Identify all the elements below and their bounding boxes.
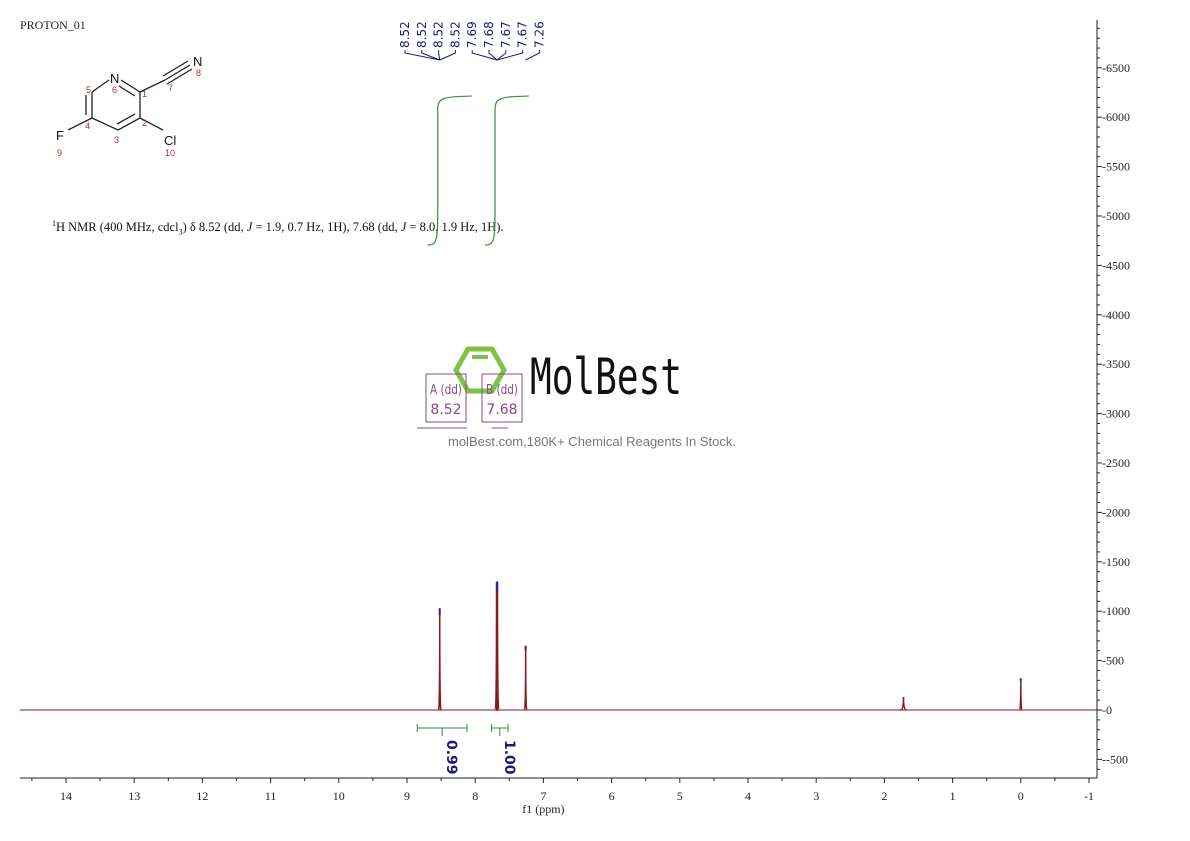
y-tick-label: -3000 — [1102, 407, 1130, 421]
spectrum-peak — [1018, 678, 1023, 711]
peak-label: 8.52 — [448, 21, 462, 48]
y-tick-label: -500 — [1102, 654, 1124, 668]
spectrum-peak — [437, 608, 442, 711]
molbest-logo-icon — [453, 346, 507, 394]
peak-label: 7.69 — [465, 21, 479, 48]
peak-label-connector — [471, 50, 498, 61]
spectrum-title: PROTON_01 — [20, 18, 86, 32]
x-tick-label: 0 — [1018, 789, 1024, 803]
integral-curve — [427, 95, 472, 246]
y-tick-label: -6500 — [1102, 61, 1130, 75]
peak-label: 7.68 — [482, 21, 496, 48]
x-tick-label: 2 — [881, 789, 887, 803]
y-tick-label: -3500 — [1102, 357, 1130, 371]
x-tick-label: 8 — [472, 789, 478, 803]
atom-cl: Cl — [164, 133, 176, 148]
peak-label-connector — [525, 50, 540, 61]
peak-label-connector — [404, 50, 440, 61]
x-tick-label: 10 — [333, 789, 345, 803]
y-tick-label: -4500 — [1102, 258, 1130, 272]
atom-number: 9 — [57, 148, 62, 158]
x-tick-label: 4 — [745, 789, 751, 803]
peak-label-connector — [496, 50, 524, 61]
integral-value: 1.00 — [501, 740, 517, 775]
nmr-description: 1H NMR (400 MHz, cdcl3) δ 8.52 (dd, J = … — [52, 219, 504, 237]
atom-number: 5 — [86, 85, 91, 95]
x-tick-label: 3 — [813, 789, 819, 803]
peak-label: 8.52 — [415, 21, 429, 48]
atom-n-ring: N — [110, 71, 119, 86]
y-tick-label: -4000 — [1102, 308, 1130, 322]
peak-label: 8.52 — [432, 21, 446, 48]
x-tick-label: -1 — [1084, 789, 1094, 803]
x-tick-label: 12 — [196, 789, 208, 803]
multiplet-box — [425, 373, 467, 423]
peak-label: 7.26 — [532, 21, 546, 48]
atom-number: 4 — [85, 121, 90, 131]
spectrum-peak — [494, 581, 500, 712]
peak-label-connector — [438, 50, 441, 61]
multiplet-shift: 8.52 — [430, 402, 461, 418]
atom-number: 7 — [168, 83, 173, 93]
y-tick-label: -1500 — [1102, 555, 1130, 569]
multiplet-label: B (dd) — [486, 383, 518, 398]
peak-label: 8.52 — [398, 21, 412, 48]
integral-curve — [485, 95, 530, 246]
multiplet-box — [481, 373, 523, 423]
y-tick-label: -0 — [1102, 703, 1112, 717]
x-tick-label: 11 — [265, 789, 277, 803]
x-tick-label: 9 — [404, 789, 410, 803]
x-tick-label: 13 — [128, 789, 140, 803]
y-tick-label: -5500 — [1102, 160, 1130, 174]
atom-number: 1 — [142, 89, 147, 99]
watermark-tagline: molBest.com,180K+ Chemical Reagents In S… — [448, 434, 736, 449]
y-tick-label: -2000 — [1102, 505, 1130, 519]
y-tick-label: -5000 — [1102, 209, 1130, 223]
atom-number: 6 — [112, 85, 117, 95]
multiplet-label: A (dd) — [430, 383, 462, 398]
integral-value: 0.99 — [443, 740, 459, 775]
peak-label-connector — [496, 50, 507, 61]
x-axis-label: f1 (ppm) — [522, 802, 564, 816]
atom-number: 8 — [196, 68, 201, 78]
watermark-brand: MolBest — [530, 348, 682, 406]
atom-n-nitrile: N — [193, 54, 202, 69]
spectrum-peak — [523, 645, 528, 711]
y-tick-label: --500 — [1102, 752, 1128, 766]
molecule-structure — [67, 60, 193, 131]
peak-label-connector — [488, 50, 498, 61]
multiplet-shift: 7.68 — [486, 402, 517, 418]
spectrum-peak — [900, 697, 907, 711]
peak-label-connector — [421, 50, 440, 61]
atom-number: 10 — [165, 148, 175, 158]
x-tick-label: 5 — [677, 789, 683, 803]
molbest-watermark: MolBest molBest.com,180K+ Chemical Reage… — [448, 346, 736, 449]
y-tick-label: -2500 — [1102, 456, 1130, 470]
x-tick-label: 14 — [60, 789, 72, 803]
peak-label: 7.67 — [516, 21, 530, 48]
x-tick-label: 6 — [609, 789, 615, 803]
peak-label-connector — [439, 50, 456, 61]
atom-number: 3 — [114, 135, 119, 145]
y-tick-label: -6000 — [1102, 110, 1130, 124]
x-tick-label: 1 — [950, 789, 956, 803]
atom-f: F — [56, 128, 64, 143]
y-tick-label: -1000 — [1102, 604, 1130, 618]
peak-label: 7.67 — [499, 21, 513, 48]
atom-number: 2 — [142, 118, 147, 128]
x-tick-label: 7 — [540, 789, 546, 803]
